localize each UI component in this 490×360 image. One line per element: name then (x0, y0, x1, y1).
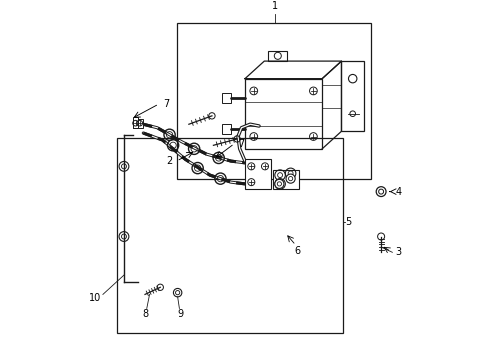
Text: 10: 10 (89, 293, 101, 303)
Bar (176, 23, 371, 179)
Bar (245, 159, 271, 189)
Text: 7: 7 (239, 139, 245, 149)
Text: 8: 8 (142, 309, 148, 319)
Text: 4: 4 (395, 186, 401, 197)
Bar (222, 123, 231, 134)
Text: 1: 1 (272, 1, 278, 11)
Bar (273, 170, 299, 189)
Bar (133, 119, 143, 128)
Text: 5: 5 (345, 217, 352, 228)
Circle shape (275, 179, 284, 188)
Text: 3: 3 (395, 247, 401, 257)
Text: 7: 7 (163, 99, 170, 109)
Circle shape (286, 174, 295, 183)
Bar (342, 61, 364, 131)
Text: 6: 6 (294, 246, 300, 256)
Bar (245, 78, 322, 149)
Bar (117, 138, 343, 333)
Text: 2: 2 (166, 156, 172, 166)
Bar (133, 117, 138, 128)
Text: 9: 9 (177, 309, 183, 319)
Bar (222, 93, 231, 103)
Bar (268, 50, 288, 61)
